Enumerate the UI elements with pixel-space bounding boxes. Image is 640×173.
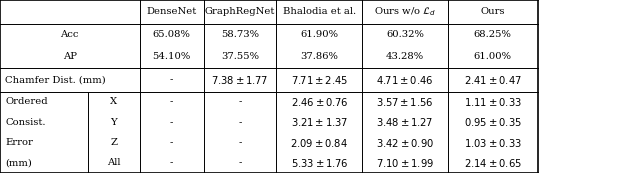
Text: 65.08%: 65.08%	[152, 30, 191, 39]
Text: Acc: Acc	[61, 30, 79, 39]
Text: -: -	[170, 158, 173, 167]
Text: 43.28%: 43.28%	[386, 52, 424, 61]
Text: $5.33 \pm 1.76$: $5.33 \pm 1.76$	[291, 157, 348, 169]
Text: $7.71 \pm 2.45$: $7.71 \pm 2.45$	[291, 74, 348, 86]
Text: $7.38 \pm 1.77$: $7.38 \pm 1.77$	[211, 74, 269, 86]
Text: GraphRegNet: GraphRegNet	[205, 7, 275, 16]
Text: $3.42 \pm 0.90$: $3.42 \pm 0.90$	[376, 137, 434, 149]
Text: $1.11 \pm 0.33$: $1.11 \pm 0.33$	[464, 96, 522, 108]
Text: Z: Z	[111, 138, 117, 147]
Text: -: -	[238, 138, 242, 147]
Text: $7.10 \pm 1.99$: $7.10 \pm 1.99$	[376, 157, 434, 169]
Text: Ordered: Ordered	[5, 97, 48, 106]
Text: -: -	[170, 138, 173, 147]
Text: 37.55%: 37.55%	[221, 52, 259, 61]
Text: 61.00%: 61.00%	[474, 52, 512, 61]
Text: -: -	[170, 75, 173, 84]
Text: -: -	[238, 118, 242, 127]
Text: $2.46 \pm 0.76$: $2.46 \pm 0.76$	[291, 96, 348, 108]
Text: $3.21 \pm 1.37$: $3.21 \pm 1.37$	[291, 116, 348, 128]
Text: $3.48 \pm 1.27$: $3.48 \pm 1.27$	[376, 116, 434, 128]
Text: Bhalodia et al.: Bhalodia et al.	[283, 7, 356, 16]
Text: -: -	[170, 97, 173, 106]
Text: Chamfer Dist. (mm): Chamfer Dist. (mm)	[5, 75, 106, 84]
Text: (mm): (mm)	[5, 158, 32, 167]
Text: X: X	[110, 97, 118, 106]
Text: $2.09 \pm 0.84$: $2.09 \pm 0.84$	[291, 137, 348, 149]
Text: Y: Y	[111, 118, 117, 127]
Text: AP: AP	[63, 52, 77, 61]
Text: 58.73%: 58.73%	[221, 30, 259, 39]
Text: Consist.: Consist.	[5, 118, 45, 127]
Text: 60.32%: 60.32%	[386, 30, 424, 39]
Text: Error: Error	[5, 138, 33, 147]
Text: Ours: Ours	[481, 7, 505, 16]
Text: 68.25%: 68.25%	[474, 30, 512, 39]
Text: -: -	[238, 97, 242, 106]
Text: $1.03 \pm 0.33$: $1.03 \pm 0.33$	[464, 137, 522, 149]
Text: 61.90%: 61.90%	[300, 30, 339, 39]
Text: $3.57 \pm 1.56$: $3.57 \pm 1.56$	[376, 96, 434, 108]
Text: All: All	[107, 158, 121, 167]
Text: -: -	[170, 118, 173, 127]
Text: 54.10%: 54.10%	[152, 52, 191, 61]
Text: $4.71 \pm 0.46$: $4.71 \pm 0.46$	[376, 74, 434, 86]
Text: -: -	[238, 158, 242, 167]
Text: Ours w/o $\mathcal{L}_d$: Ours w/o $\mathcal{L}_d$	[374, 6, 436, 18]
Text: $2.41 \pm 0.47$: $2.41 \pm 0.47$	[464, 74, 522, 86]
Text: $2.14 \pm 0.65$: $2.14 \pm 0.65$	[464, 157, 522, 169]
Text: 37.86%: 37.86%	[300, 52, 339, 61]
Text: $0.95 \pm 0.35$: $0.95 \pm 0.35$	[464, 116, 522, 128]
Text: DenseNet: DenseNet	[147, 7, 196, 16]
